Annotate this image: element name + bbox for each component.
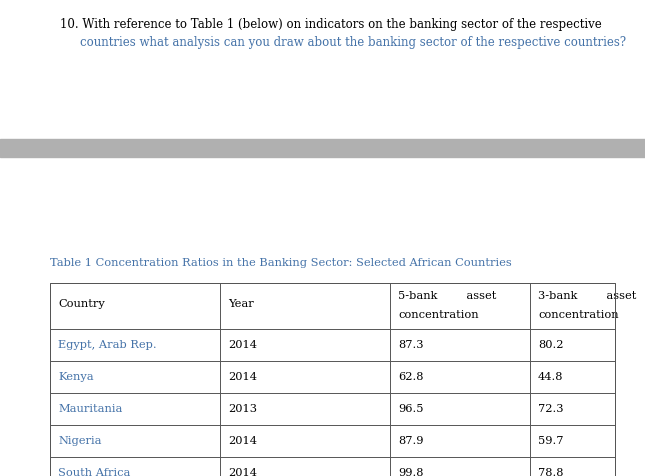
Text: 3-bank        asset: 3-bank asset bbox=[538, 291, 637, 301]
Text: South Africa: South Africa bbox=[58, 468, 130, 476]
Text: Country: Country bbox=[58, 299, 104, 309]
Text: Nigeria: Nigeria bbox=[58, 436, 101, 446]
Text: 87.9: 87.9 bbox=[398, 436, 424, 446]
Text: 62.8: 62.8 bbox=[398, 372, 424, 382]
Text: 44.8: 44.8 bbox=[538, 372, 564, 382]
Text: 72.3: 72.3 bbox=[538, 404, 564, 414]
Text: Table 1 Concentration Ratios in the Banking Sector: Selected African Countries: Table 1 Concentration Ratios in the Bank… bbox=[50, 258, 511, 268]
Text: Year: Year bbox=[228, 299, 253, 309]
Text: 87.3: 87.3 bbox=[398, 340, 424, 350]
Text: 2014: 2014 bbox=[228, 372, 257, 382]
Text: countries what analysis can you draw about the banking sector of the respective : countries what analysis can you draw abo… bbox=[80, 36, 626, 49]
Text: Mauritania: Mauritania bbox=[58, 404, 123, 414]
Text: 2013: 2013 bbox=[228, 404, 257, 414]
Text: Egypt, Arab Rep.: Egypt, Arab Rep. bbox=[58, 340, 157, 350]
Text: 78.8: 78.8 bbox=[538, 468, 564, 476]
Text: 2014: 2014 bbox=[228, 436, 257, 446]
Text: Kenya: Kenya bbox=[58, 372, 94, 382]
Text: 2014: 2014 bbox=[228, 340, 257, 350]
Text: 59.7: 59.7 bbox=[538, 436, 564, 446]
Text: 2014: 2014 bbox=[228, 468, 257, 476]
Text: 80.2: 80.2 bbox=[538, 340, 564, 350]
Text: 99.8: 99.8 bbox=[398, 468, 424, 476]
Text: concentration: concentration bbox=[538, 310, 619, 320]
Text: 10. With reference to Table 1 (below) on indicators on the banking sector of the: 10. With reference to Table 1 (below) on… bbox=[60, 18, 602, 31]
Bar bbox=[0, 139, 645, 157]
Text: 5-bank        asset: 5-bank asset bbox=[398, 291, 497, 301]
Text: concentration: concentration bbox=[398, 310, 479, 320]
Text: 96.5: 96.5 bbox=[398, 404, 424, 414]
